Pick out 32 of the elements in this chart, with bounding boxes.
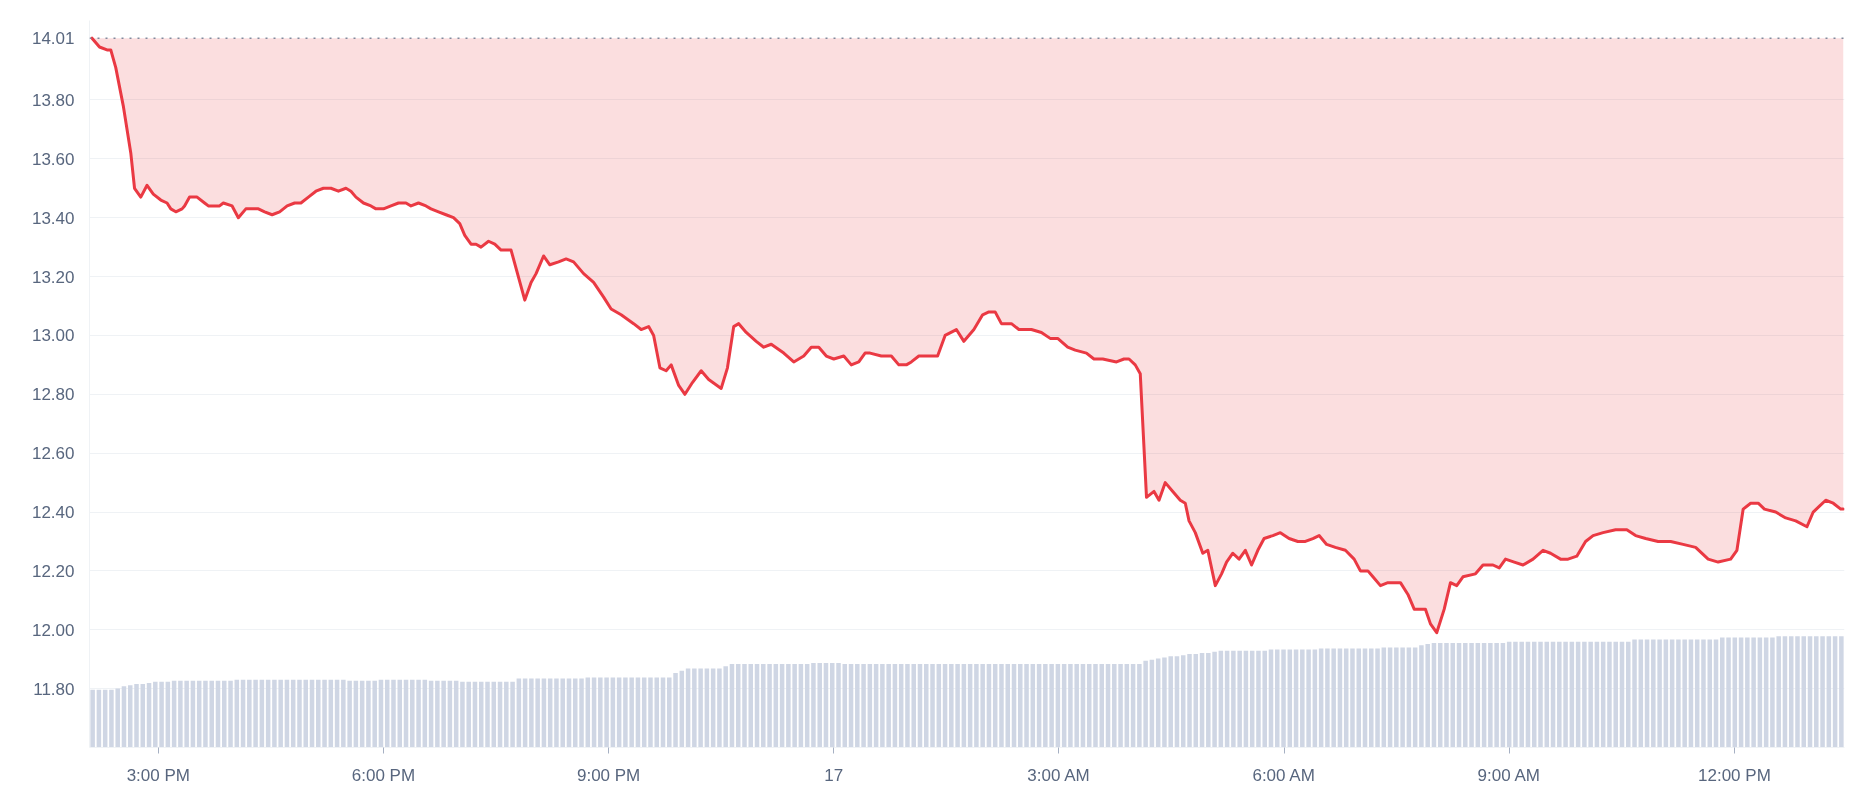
x-tick-label: 3:00 PM — [126, 765, 190, 785]
x-tick-label: 6:00 PM — [351, 765, 416, 785]
y-tick-label: 12.00 — [31, 620, 75, 640]
bar — [90, 689, 95, 748]
ref-line-label: 14.01 — [31, 29, 75, 49]
y-tick-label: 12.80 — [31, 385, 75, 405]
x-tick-label: 6:00 AM — [1252, 765, 1315, 785]
bar — [836, 662, 841, 748]
bar — [1538, 641, 1543, 748]
bar — [485, 681, 490, 748]
bar — [742, 664, 747, 748]
y-tick-label: 12.60 — [31, 444, 75, 464]
bar — [391, 679, 396, 748]
y-tick-label: 11.80 — [33, 679, 75, 699]
bar — [1187, 654, 1192, 748]
y-tick-label: 13.00 — [31, 326, 75, 346]
x-tick-label: 9:00 PM — [576, 765, 641, 785]
y-tick-label: 13.80 — [31, 90, 75, 110]
bar — [1839, 636, 1844, 748]
x-tick-label: 17 — [824, 765, 844, 785]
x-tick-label: 9:00 AM — [1477, 765, 1540, 785]
bar — [1444, 642, 1449, 748]
bar — [134, 684, 139, 748]
bar — [1093, 664, 1098, 748]
x-tick-label: 12:00 PM — [1698, 765, 1771, 785]
y-tick-label: 13.60 — [31, 149, 75, 169]
y-tick-label: 12.20 — [31, 561, 75, 581]
bar — [1795, 636, 1800, 748]
x-tick-label: 3:00 AM — [1027, 765, 1090, 785]
y-tick-label: 13.40 — [31, 208, 75, 228]
y-tick-label: 13.20 — [31, 267, 75, 287]
y-tick-label: 12.40 — [31, 503, 75, 523]
